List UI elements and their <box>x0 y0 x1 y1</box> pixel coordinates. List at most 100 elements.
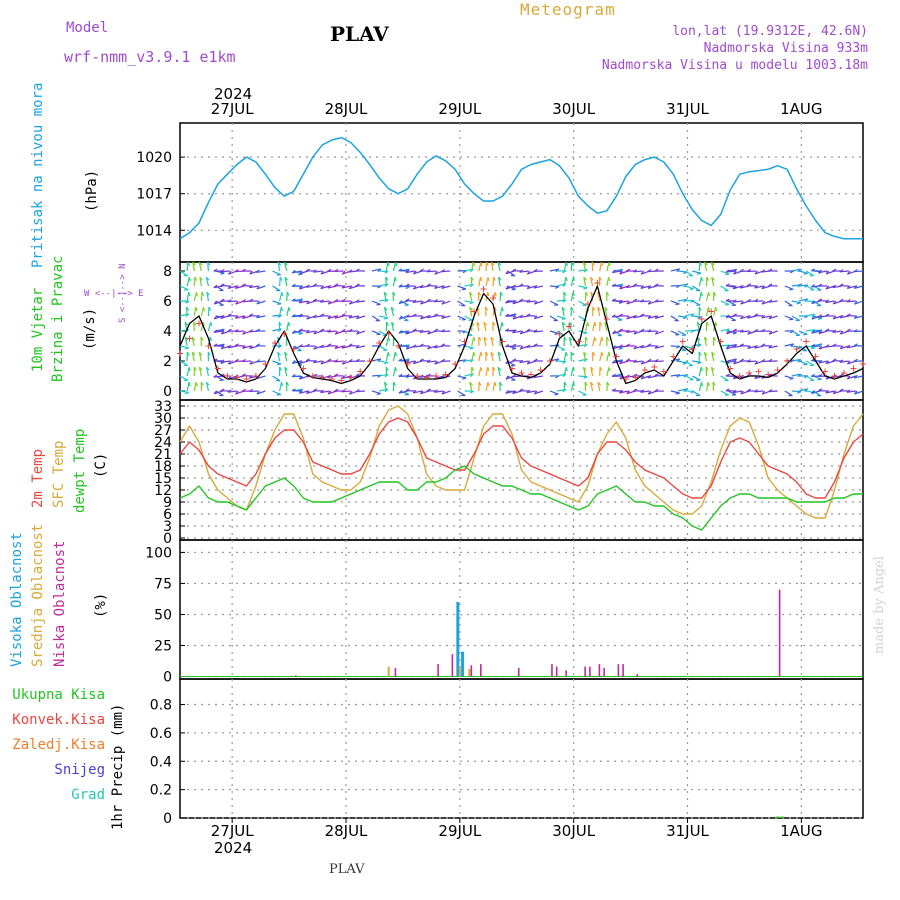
wind-arrow-head <box>441 269 446 273</box>
wind-arrow <box>392 352 396 362</box>
wind-arrow-head <box>654 330 659 335</box>
wind-arrow-head <box>633 330 638 335</box>
wind-arrow <box>398 300 408 305</box>
wind-arrow-head <box>519 388 524 392</box>
wind-arrow-head <box>334 298 339 302</box>
wind-arrow-head <box>249 270 253 275</box>
wind-arrow <box>179 270 188 277</box>
temperature-ytick-label: 6 <box>163 507 172 523</box>
xtick-label-bottom: 29JUL <box>438 822 481 840</box>
wind-arrow-head <box>348 314 353 319</box>
wind-arrow-head <box>299 375 303 380</box>
wind-arrow <box>853 270 864 273</box>
wind-arrow-head <box>725 273 730 276</box>
wind-arrow <box>306 390 316 395</box>
temperature-ytick-label: 3 <box>163 519 172 535</box>
wind-arrow-head <box>699 261 703 266</box>
wind-arrow-head <box>398 268 403 272</box>
wind-arrow-head <box>846 299 851 303</box>
wind-arrow-head <box>654 315 659 319</box>
wind-arrow <box>534 390 544 395</box>
wind-arrow <box>519 360 529 364</box>
xtick-label-bottom: 31JUL <box>666 822 709 840</box>
wind-arrow <box>599 262 603 272</box>
wind-arrow-head <box>405 283 410 287</box>
wind-arrow-head <box>608 367 611 372</box>
wind-arrow <box>272 390 282 396</box>
wind-arrow-head <box>477 291 482 296</box>
wind-arrow-head <box>234 328 239 333</box>
cloud-bar <box>598 664 601 677</box>
wind-arrow-head <box>426 359 431 363</box>
wind-arrow-head <box>320 285 325 290</box>
wind-arrow-head <box>249 375 253 379</box>
wind-arrow <box>633 345 643 350</box>
wind-arrow-head <box>618 299 623 303</box>
wind-arrow-head <box>533 284 538 289</box>
wind-arrow-head <box>706 276 710 281</box>
wind-arrow <box>698 367 702 377</box>
temperature-ytick-label: 27 <box>154 423 172 439</box>
wind-arrow-head <box>505 390 510 394</box>
wind-arrow <box>805 360 815 366</box>
wind-arrow-head <box>256 314 261 319</box>
wind-ytick-label: 2 <box>163 354 172 370</box>
wind-arrow-head <box>740 315 744 320</box>
wind-arrow <box>398 390 408 394</box>
wind-arrow-head <box>568 321 573 326</box>
wind-arrow <box>512 330 522 334</box>
wind-arrow <box>356 345 366 349</box>
wind-arrow <box>854 375 864 379</box>
wind-arrow-head <box>207 261 211 266</box>
legend-total-rain: Ukupna Kisa <box>12 687 105 703</box>
wind-arrow-head <box>213 374 218 378</box>
wind-arrow-head <box>188 382 191 387</box>
wind-arrow-head <box>832 300 837 305</box>
cloud-bar <box>636 674 639 677</box>
wind-arrow <box>441 390 451 395</box>
wind-arrow <box>684 313 695 317</box>
wind-arrow-head <box>505 313 510 317</box>
wind-arrow-head <box>725 269 730 273</box>
wind-arrow-head <box>512 300 517 305</box>
wind-arrow-head <box>712 381 716 386</box>
wind-arrow-head <box>704 261 708 266</box>
wind-arrow-head <box>398 284 403 288</box>
wind-arrow-head <box>220 272 225 275</box>
wind-arrow <box>383 292 387 302</box>
wind-arrow <box>213 285 223 289</box>
wind-arrow <box>832 390 842 395</box>
wind-arrow-head <box>512 329 517 334</box>
wind-arrow <box>597 382 601 392</box>
model-name: wrf-nmm_v3.9.1 e1km <box>64 48 236 66</box>
wind-arrow-head <box>291 360 296 364</box>
wind-arrow-head <box>187 261 191 266</box>
wind-arrow <box>684 285 694 290</box>
precip-panel-frame <box>179 678 864 819</box>
wind-arrow <box>483 322 487 332</box>
wind-arrow-head <box>334 314 339 319</box>
wind-arrow-head <box>740 284 744 289</box>
wind-arrow-head <box>619 285 623 290</box>
wind-arrow-head <box>519 330 524 335</box>
xtick-label-top: 28JUL <box>325 100 368 118</box>
wind-arrow-head <box>618 347 623 350</box>
wind-arrow-head <box>341 375 346 379</box>
wind-arrow <box>378 345 388 351</box>
wind-arrow-head <box>291 298 296 302</box>
wind-arrow-head <box>839 269 844 273</box>
wind-arrow-head <box>256 285 261 290</box>
wind-arrow <box>457 375 467 379</box>
wind-arrow <box>492 382 496 392</box>
wind-arrow-head <box>234 343 239 347</box>
wind-arrow <box>818 270 828 274</box>
wind-arrow-head <box>583 276 587 281</box>
wind-arrow <box>704 337 708 347</box>
wind-arrow-head <box>583 287 588 290</box>
wind-arrow-head <box>256 359 261 363</box>
wind-arrow-head <box>825 285 830 290</box>
wind-arrow <box>213 390 223 395</box>
wind-arrow <box>853 330 864 333</box>
cloud-bar <box>565 670 567 677</box>
wind-arrow <box>556 315 566 320</box>
